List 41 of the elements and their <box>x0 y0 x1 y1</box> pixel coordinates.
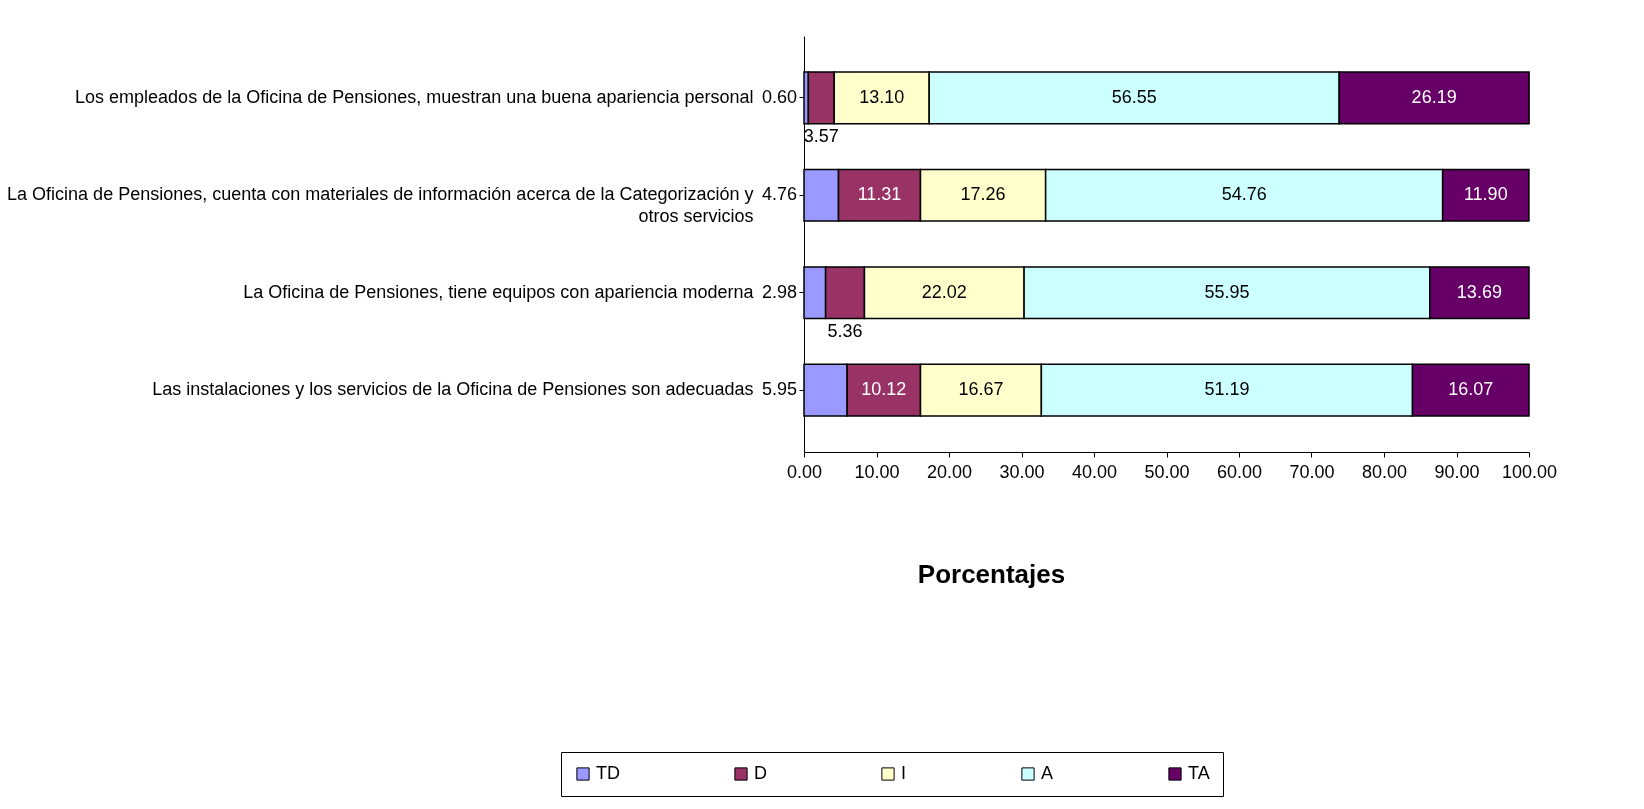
data-label: 16.67 <box>958 379 1004 400</box>
data-label: 54.76 <box>1221 184 1267 205</box>
y-tick-label: Las instalaciones y los servicios de la Oficina de Pensiones son adecuadas <box>152 379 754 400</box>
x-tick-label: 90.00 <box>1434 461 1480 482</box>
data-label: 5.95 <box>761 379 797 400</box>
data-label: 11.90 <box>1463 184 1508 205</box>
x-tick-label: 30.00 <box>999 461 1045 482</box>
data-label: 13.69 <box>1456 281 1502 302</box>
data-label: 10.12 <box>861 379 907 400</box>
y-tick-label: Los empleados de la Oficina de Pensiones, muestran una buena apariencia personal <box>75 86 754 107</box>
y-tick-label: La Oficina de Pensiones, tiene equipos con apariencia moderna <box>243 281 755 302</box>
x-tick-label: 0.00 <box>786 461 823 482</box>
data-label: 55.95 <box>1204 281 1250 302</box>
x-tick-label: 70.00 <box>1289 461 1335 482</box>
data-label: 17.26 <box>960 184 1006 205</box>
legend-label: TA <box>1188 763 1210 783</box>
data-label: 5.36 <box>827 320 863 341</box>
data-label: 56.55 <box>1111 86 1157 107</box>
x-tick-label: 80.00 <box>1361 461 1408 482</box>
x-axis-title: Porcentajes <box>917 558 1066 589</box>
data-label: 26.19 <box>1411 86 1457 107</box>
data-label: 11.31 <box>857 184 902 205</box>
data-label: 3.57 <box>803 125 839 146</box>
legend-label: D <box>754 763 767 783</box>
data-label: 22.02 <box>921 281 967 302</box>
x-tick-label: 100.00 <box>1501 461 1558 482</box>
legend-label: A <box>1041 763 1054 783</box>
x-tick-label: 50.00 <box>1144 461 1190 482</box>
legend-label: I <box>901 763 907 783</box>
data-label: 0.60 <box>761 86 797 107</box>
data-label: 2.98 <box>761 281 797 302</box>
x-tick-label: 40.00 <box>1071 461 1118 482</box>
data-label: 16.07 <box>1448 379 1494 400</box>
data-label: 13.10 <box>859 86 905 107</box>
data-label: 4.76 <box>761 184 797 205</box>
legend-label: TD <box>596 763 620 783</box>
x-tick-label: 10.00 <box>854 461 900 482</box>
x-tick-label: 60.00 <box>1216 461 1263 482</box>
data-label: 51.19 <box>1204 379 1250 400</box>
x-tick-label: 20.00 <box>926 461 973 482</box>
y-tick-label: La Oficina de Pensiones, cuenta con materiales de información acerca de la Categorización y otros servicios <box>7 184 754 227</box>
